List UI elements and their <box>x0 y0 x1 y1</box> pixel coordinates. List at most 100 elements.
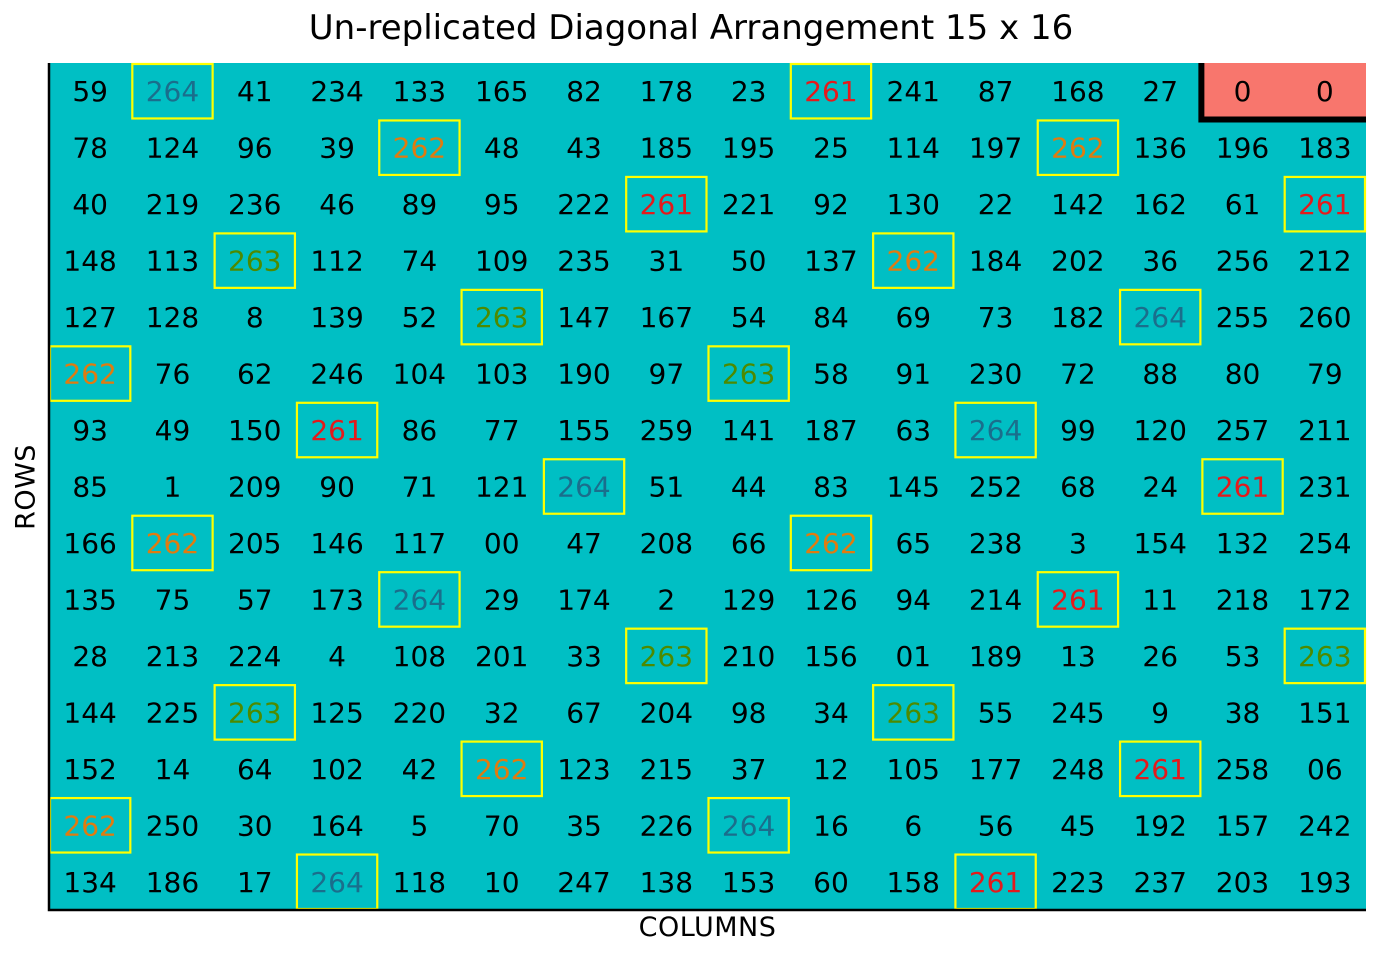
cell-label: 252 <box>969 471 1022 504</box>
cell-label: 189 <box>969 640 1022 673</box>
cell-label: 144 <box>63 696 116 729</box>
check-cell-label: 262 <box>804 527 857 560</box>
cell-label: 41 <box>237 75 273 108</box>
cell-label: 236 <box>228 188 281 221</box>
check-cell-box <box>789 514 873 572</box>
cell-label: 186 <box>146 866 199 899</box>
cell-label: 133 <box>393 75 446 108</box>
cell-label: 177 <box>969 753 1022 786</box>
cell-label: 124 <box>146 132 199 165</box>
cell-label: 151 <box>1298 696 1351 729</box>
check-cell-label: 264 <box>393 583 446 616</box>
cell-label: 61 <box>1225 188 1261 221</box>
cell-label: 8 <box>246 301 264 334</box>
cell-label: 70 <box>484 809 520 842</box>
cell-label: 231 <box>1298 471 1351 504</box>
cell-label: 129 <box>722 583 775 616</box>
cell-label: 214 <box>969 583 1022 616</box>
cell-label: 97 <box>649 358 685 391</box>
check-cell-label: 261 <box>804 75 857 108</box>
cell-label: 157 <box>1216 809 1269 842</box>
check-cell-box <box>1201 458 1284 515</box>
cell-label: 23 <box>731 75 767 108</box>
cell-label: 67 <box>566 696 602 729</box>
check-cell-label: 263 <box>887 696 940 729</box>
cell-label: 43 <box>566 132 602 165</box>
cell-label: 260 <box>1298 301 1351 334</box>
check-cell-box <box>1283 627 1367 685</box>
check-cell-box <box>131 514 214 572</box>
filler-cell-label: 0 <box>1316 75 1334 108</box>
check-cell-label: 264 <box>310 866 363 899</box>
cell-label: 99 <box>1060 414 1096 447</box>
cell-label: 150 <box>228 414 281 447</box>
check-cell-label: 263 <box>1298 640 1351 673</box>
filler-border <box>1198 63 1366 123</box>
cell-label: 06 <box>1307 753 1343 786</box>
cell-label: 71 <box>402 471 438 504</box>
cell-label: 224 <box>228 640 281 673</box>
cell-label: 174 <box>557 583 610 616</box>
cell-label: 3 <box>1069 527 1087 560</box>
cell-label: 00 <box>484 527 520 560</box>
check-cell-label: 264 <box>146 75 199 108</box>
cell-label: 250 <box>146 809 199 842</box>
cell-label: 193 <box>1298 866 1351 899</box>
cell-label: 64 <box>237 753 273 786</box>
cell-label: 192 <box>1133 809 1186 842</box>
cell-label: 57 <box>237 583 273 616</box>
cell-label: 173 <box>310 583 363 616</box>
cell-label: 237 <box>1133 866 1186 899</box>
check-cell-label: 264 <box>1133 301 1186 334</box>
chart-title: Un-replicated Diagonal Arrangement 15 x … <box>308 8 1074 48</box>
cell-label: 55 <box>978 696 1014 729</box>
check-cell-label: 263 <box>640 640 693 673</box>
check-cell-label: 262 <box>887 245 940 278</box>
cell-label: 125 <box>310 696 363 729</box>
cell-label: 44 <box>731 471 767 504</box>
cell-label: 201 <box>475 640 528 673</box>
cell-label: 79 <box>1307 358 1343 391</box>
cell-label: 146 <box>310 527 363 560</box>
check-cell-box <box>1118 740 1202 798</box>
check-cell-box <box>872 232 955 289</box>
cell-label: 112 <box>310 245 363 278</box>
cell-label: 92 <box>813 188 849 221</box>
cell-label: 213 <box>146 640 199 673</box>
cell-label: 182 <box>1051 301 1104 334</box>
cell-label: 113 <box>146 245 199 278</box>
cell-label: 209 <box>228 471 281 504</box>
cell-label: 9 <box>1151 696 1169 729</box>
cell-label: 128 <box>146 301 199 334</box>
cell-label: 135 <box>63 583 116 616</box>
check-cell-label: 261 <box>1298 188 1351 221</box>
cell-label: 28 <box>72 640 108 673</box>
cell-label: 256 <box>1216 245 1269 278</box>
cell-label: 47 <box>566 527 602 560</box>
cell-label: 257 <box>1216 414 1269 447</box>
cell-label: 17 <box>237 866 273 899</box>
cell-label: 16 <box>813 809 849 842</box>
check-cell-box <box>1118 288 1202 346</box>
cell-label: 26 <box>1142 640 1178 673</box>
cell-label: 4 <box>328 640 346 673</box>
cell-label: 25 <box>813 132 849 165</box>
cell-label: 211 <box>1298 414 1351 447</box>
check-cell-label: 264 <box>722 809 775 842</box>
y-axis-label: ROWS <box>10 444 42 530</box>
cell-label: 222 <box>557 188 610 221</box>
cell-label: 168 <box>1051 75 1104 108</box>
cell-label: 2 <box>657 583 675 616</box>
cell-label: 38 <box>1225 696 1261 729</box>
cell-label: 1 <box>164 471 182 504</box>
cell-label: 221 <box>722 188 775 221</box>
cell-label: 105 <box>887 753 940 786</box>
cell-label: 166 <box>63 527 116 560</box>
cell-label: 167 <box>640 301 693 334</box>
check-cell-label: 261 <box>640 188 693 221</box>
cell-label: 152 <box>63 753 116 786</box>
cell-label: 223 <box>1051 866 1104 899</box>
cell-label: 48 <box>484 132 520 165</box>
check-cell-label: 261 <box>969 866 1022 899</box>
